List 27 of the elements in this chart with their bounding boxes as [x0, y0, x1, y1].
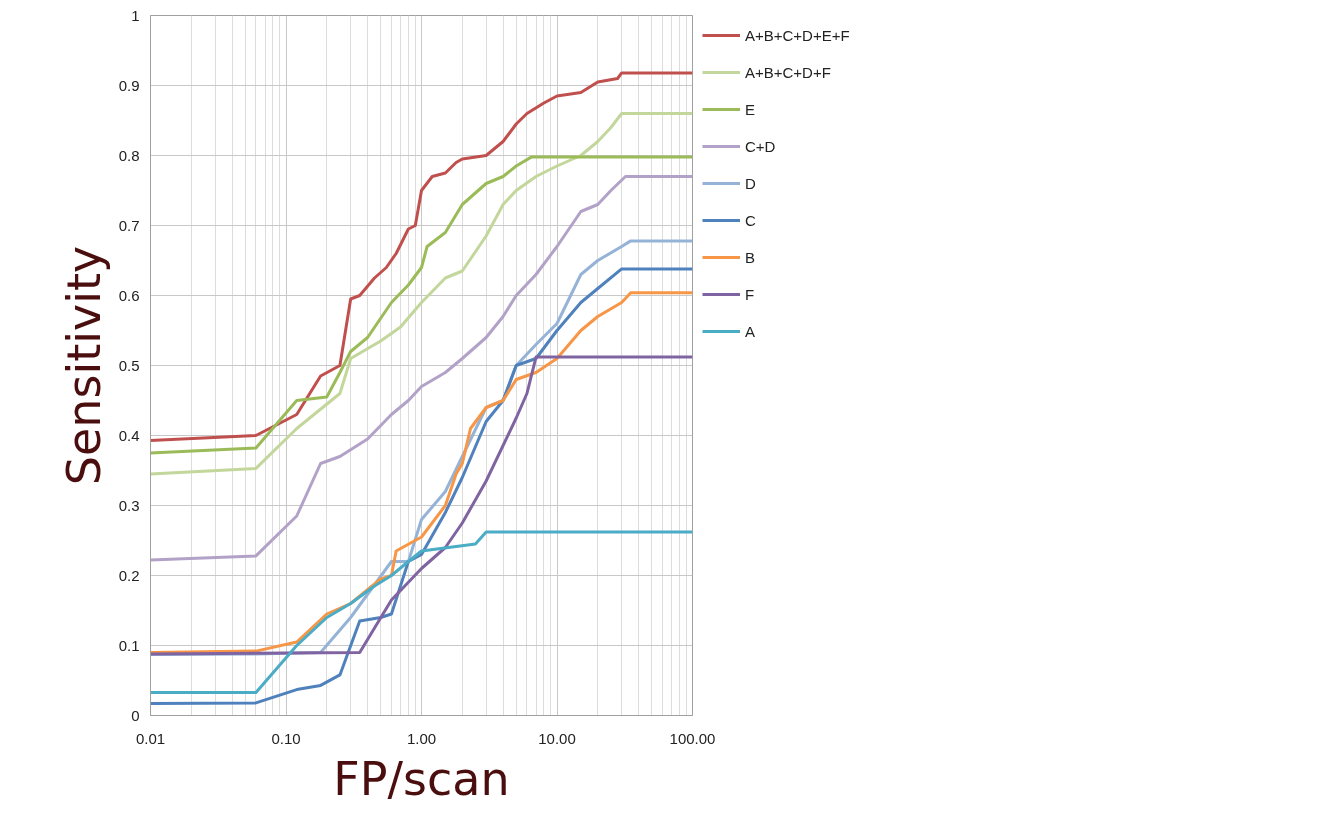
legend-label: A+B+C+D+F — [745, 63, 831, 81]
y-tick-label: 0 — [131, 706, 140, 724]
y-tick-label: 0.1 — [118, 636, 140, 654]
y-axis-title: Sensitivity — [56, 245, 111, 486]
y-tick-label: 0.2 — [118, 566, 140, 584]
legend-label: E — [745, 100, 756, 118]
legend-label: A+B+C+D+E+F — [745, 26, 850, 44]
y-tick-label: 0.4 — [118, 426, 140, 444]
y-tick-label: 0.9 — [118, 76, 140, 94]
legend-label: F — [745, 285, 756, 303]
legend-label: C+D — [745, 137, 776, 155]
y-tick-label: 1 — [131, 6, 140, 24]
x-tick-label: 0.01 — [135, 729, 166, 747]
legend-label: C — [745, 211, 757, 229]
y-tick-label: 0.3 — [118, 496, 140, 514]
x-tick-label: 100.00 — [669, 729, 716, 747]
x-tick-label: 0.10 — [271, 729, 301, 747]
legend-label: B — [745, 248, 756, 266]
x-axis-title: FP/scan — [333, 751, 510, 806]
legend-label: A — [745, 322, 756, 340]
y-tick-label: 0.7 — [118, 216, 140, 234]
legend-label: D — [745, 174, 757, 192]
y-tick-label: 0.5 — [118, 356, 140, 374]
y-tick-label: 0.8 — [118, 146, 140, 164]
x-tick-label: 1.00 — [406, 729, 437, 747]
y-tick-label: 0.6 — [118, 286, 140, 304]
x-tick-label: 10.00 — [538, 729, 576, 747]
